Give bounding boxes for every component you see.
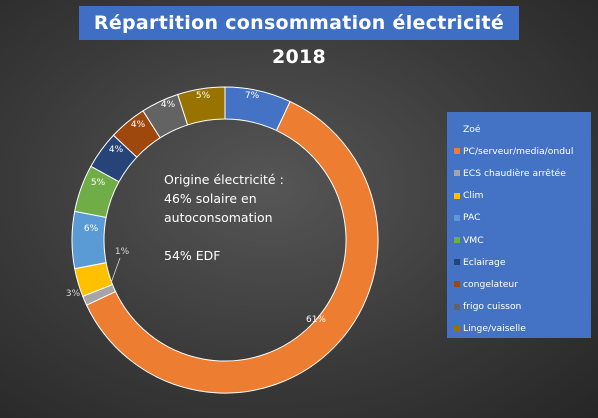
data-label-ecs-chaudiere-arretee: 1% <box>115 247 130 257</box>
donut-slice-pac <box>71 210 107 270</box>
data-label-pc-serveur-media-ondul: 61% <box>306 315 326 325</box>
legend-swatch <box>454 281 460 288</box>
data-label-congelateur: 4% <box>131 120 146 130</box>
donut-slice-pc-serveur-media-ondul <box>85 100 379 394</box>
legend-swatch <box>454 126 460 133</box>
center-note-line: 54% EDF <box>164 248 221 263</box>
center-note: Origine électricité : 46% solaire en aut… <box>164 170 314 265</box>
data-label-pac: 6% <box>84 224 99 234</box>
legend-item-ecs-chaudiere-arretee: ECS chaudière arrêtée <box>447 162 591 184</box>
legend-item-congelateur: congelateur <box>447 273 591 295</box>
legend-item-clim: Clim <box>447 185 591 207</box>
legend-label: Eclairage <box>463 256 506 268</box>
data-label-clim: 3% <box>66 289 81 299</box>
legend-swatch <box>454 214 460 221</box>
legend-item-frigo-cuisson: frigo cuisson <box>447 296 591 318</box>
legend-swatch <box>454 148 460 155</box>
legend: Zoé PC/serveur/media/ondul ECS chaudière a… <box>447 112 591 338</box>
legend-swatch <box>454 170 460 177</box>
data-label-linge-vaiselle: 5% <box>196 91 211 101</box>
data-label-zoe: 7% <box>245 91 260 101</box>
data-label-frigo-cuisson: 4% <box>161 100 176 110</box>
donut-slice-linge-vaiselle <box>177 86 226 126</box>
legend-item-linge-vaiselle: Linge/vaiselle <box>447 318 591 340</box>
legend-label: Linge/vaiselle <box>463 323 526 335</box>
center-note-line: 46% solaire en <box>164 191 257 206</box>
center-note-line: Origine électricité : <box>164 172 284 187</box>
legend-item-pac: PAC <box>447 207 591 229</box>
legend-label: frigo cuisson <box>463 301 522 313</box>
legend-swatch <box>454 303 460 310</box>
legend-label: ECS chaudière arrêtée <box>463 167 566 179</box>
legend-label: VMC <box>463 234 484 246</box>
legend-item-vmc: VMC <box>447 229 591 251</box>
legend-label: Clim <box>463 190 484 202</box>
legend-item-zoe: Zoé <box>447 118 591 140</box>
legend-label: PC/serveur/media/ondul <box>463 145 574 157</box>
legend-label: Zoé <box>463 123 481 135</box>
data-label-eclairage: 4% <box>109 145 124 155</box>
legend-label: PAC <box>463 212 481 224</box>
chart-title: Répartition consommation électricité 201… <box>79 6 519 68</box>
legend-label: congelateur <box>463 278 519 290</box>
leader-line-ecs <box>110 257 121 284</box>
legend-swatch <box>454 192 460 199</box>
legend-swatch <box>454 259 460 266</box>
legend-swatch <box>454 325 460 332</box>
legend-item-eclairage: Eclairage <box>447 251 591 273</box>
center-note-line: autoconsomation <box>164 210 273 225</box>
data-label-vmc: 5% <box>91 178 106 188</box>
legend-item-pc-serveur-media-ondul: PC/serveur/media/ondul <box>447 140 591 162</box>
legend-swatch <box>454 237 460 244</box>
